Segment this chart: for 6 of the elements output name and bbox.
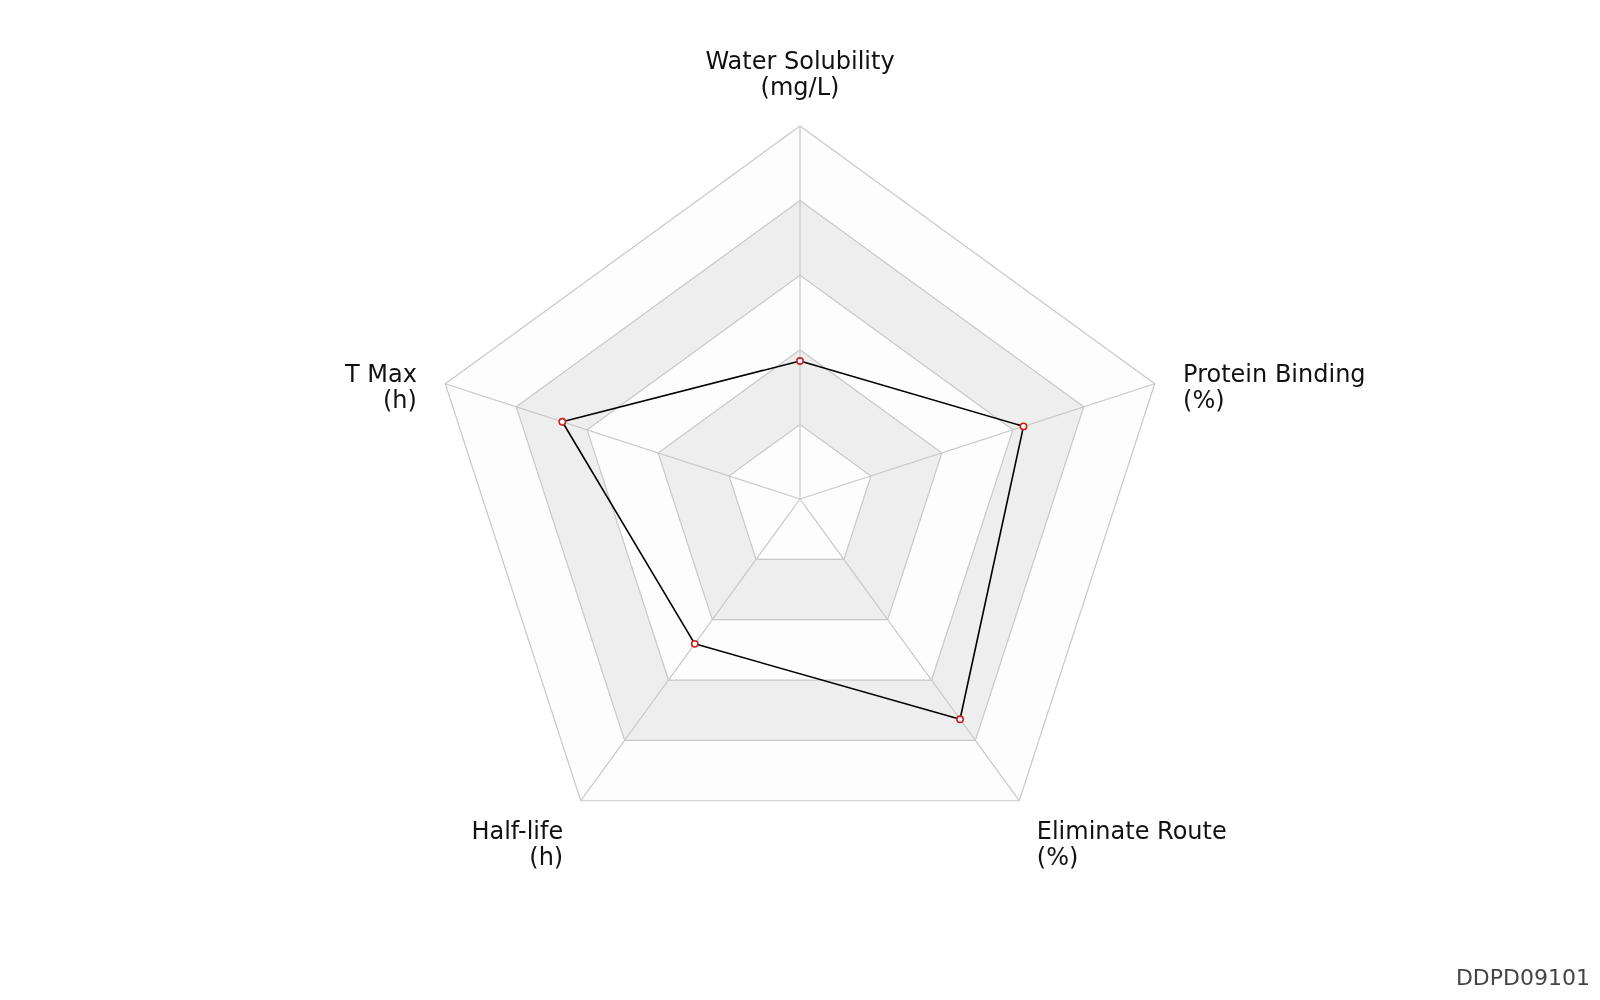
spoke-label: Eliminate Route (%) [1036,817,1227,872]
spoke-label: T Max (h) [343,359,417,414]
spoke-label: Water Solubility (mg/L) [705,46,895,101]
spoke-label: Half-life (h) [471,817,564,872]
text: DDPD09101 [1455,965,1590,990]
spoke-label: Protein Binding (%) [1183,359,1366,414]
